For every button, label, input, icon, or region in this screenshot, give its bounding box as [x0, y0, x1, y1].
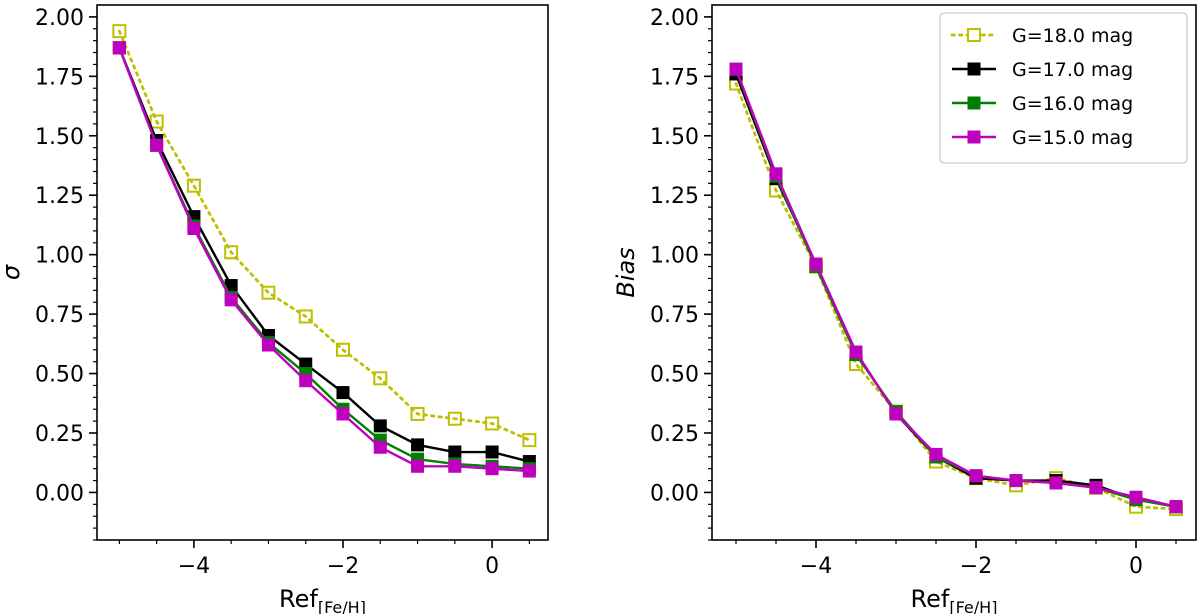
legend-label-2: G=16.0 mag: [1012, 93, 1133, 115]
bias-y-tick-label: 0.25: [650, 422, 699, 447]
sigma-data-point: [150, 138, 164, 152]
sigma-data-point: [149, 114, 164, 129]
bias-x-tick-label: −4: [800, 554, 832, 579]
bias-axes-frame: [711, 4, 1197, 541]
sigma-y-tick-label: 1.50: [35, 125, 84, 150]
legend-marker-2: [967, 96, 981, 110]
sigma-data-point: [112, 41, 126, 55]
bias-x-tick-label: −2: [960, 554, 992, 579]
sigma-data-point: [186, 178, 201, 193]
sigma-data-point: [298, 309, 313, 324]
sigma-y-tick-label: 1.00: [35, 244, 84, 269]
bias-y-tick-label: 0.00: [650, 481, 699, 506]
sigma-data-point: [522, 464, 536, 478]
sigma-data-point: [299, 374, 313, 388]
sigma-series-line-3: [118, 47, 530, 473]
sigma-data-point: [336, 407, 350, 421]
sigma-data-point: [485, 416, 500, 431]
sigma-y-tick-label: 2.00: [35, 6, 84, 31]
sigma-x-tick-label: −2: [327, 554, 359, 579]
sigma-data-point: [187, 222, 201, 236]
sigma-y-tick-label: 0.00: [35, 481, 84, 506]
bias-data-point: [1129, 490, 1143, 504]
bias-data-point: [1089, 481, 1103, 495]
bias-x-axis-label-main: Ref: [911, 585, 950, 613]
sigma-data-point: [336, 386, 350, 400]
legend-box: [939, 12, 1188, 164]
sigma-y-tick-label: 0.25: [35, 422, 84, 447]
sigma-data-point: [448, 445, 462, 459]
sigma-axes-frame: [96, 4, 549, 541]
bias-y-tick-label: 0.50: [650, 363, 699, 388]
sigma-data-point: [373, 371, 388, 386]
sigma-data-point: [447, 411, 462, 426]
bias-data-point: [769, 167, 783, 181]
sigma-x-axis-label: Ref[Fe/H]: [279, 585, 366, 614]
sigma-y-tick-label: 1.25: [35, 184, 84, 209]
sigma-data-point: [261, 285, 276, 300]
legend-marker-1: [967, 62, 981, 76]
sigma-data-point: [373, 440, 387, 454]
bias-y-tick-label: 1.25: [650, 184, 699, 209]
bias-data-point: [849, 345, 863, 359]
bias-data-point: [1169, 500, 1183, 514]
bias-y-tick-label: 1.00: [650, 244, 699, 269]
sigma-data-point: [261, 338, 275, 352]
sigma-x-axis-label-main: Ref: [279, 585, 318, 613]
sigma-data-point: [112, 24, 127, 39]
bias-x-axis-label: Ref[Fe/H]: [911, 585, 998, 614]
sigma-x-axis-label-sub: [Fe/H]: [318, 598, 366, 614]
bias-series-line-3: [734, 68, 1177, 508]
bias-x-axis-label-sub: [Fe/H]: [949, 598, 997, 614]
sigma-series-line-1: [118, 47, 530, 463]
sigma-data-point: [410, 406, 425, 421]
sigma-data-point: [373, 419, 387, 433]
bias-series-line-0: [734, 82, 1178, 511]
sigma-data-point: [485, 445, 499, 459]
bias-data-point: [729, 62, 743, 76]
sigma-data-point: [224, 245, 239, 260]
bias-data-point: [1049, 476, 1063, 490]
legend-marker-3: [967, 130, 981, 144]
sigma-x-tick-label: 0: [485, 554, 499, 579]
bias-x-tick-label: 0: [1129, 554, 1143, 579]
sigma-x-tick-label: −4: [178, 554, 210, 579]
bias-data-point: [1009, 474, 1023, 488]
bias-data-point: [929, 447, 943, 461]
sigma-y-tick-label: 0.50: [35, 363, 84, 388]
sigma-data-point: [336, 342, 350, 357]
bias-y-tick-label: 1.75: [650, 65, 699, 90]
sigma-y-axis-label: σ: [0, 264, 25, 280]
bias-data-point: [809, 257, 823, 271]
legend-label-3: G=15.0 mag: [1012, 127, 1133, 149]
sigma-y-tick-label: 1.75: [35, 65, 84, 90]
legend-marker-0: [967, 28, 981, 42]
sigma-data-point: [485, 462, 499, 476]
legend-label-0: G=18.0 mag: [1012, 25, 1133, 47]
sigma-data-point: [522, 433, 537, 448]
sigma-data-point: [448, 459, 462, 473]
sigma-data-point: [411, 459, 425, 473]
bias-y-tick-label: 1.50: [650, 125, 699, 150]
sigma-data-point: [224, 293, 238, 307]
bias-panel: −4 −2 0 0.00 0.25 0.50 0.75 1.00 1.25 1.50 1.75 2.0…: [612, 4, 1197, 614]
sigma-panel: −4 −2 0 0.00 0.25 0.50 0.75 1.00 1.25 1.50 1.75 2.0…: [0, 4, 549, 614]
sigma-data-point: [411, 438, 425, 452]
bias-y-tick-label: 2.00: [650, 6, 699, 31]
bias-data-point: [969, 469, 983, 483]
legend-label-1: G=17.0 mag: [1012, 59, 1133, 81]
sigma-series-line-2: [118, 47, 530, 470]
bias-y-tick-label: 0.75: [650, 303, 699, 328]
bias-data-point: [889, 407, 903, 421]
sigma-y-tick-label: 0.75: [35, 303, 84, 328]
bias-y-axis-label: Bias: [612, 247, 640, 297]
